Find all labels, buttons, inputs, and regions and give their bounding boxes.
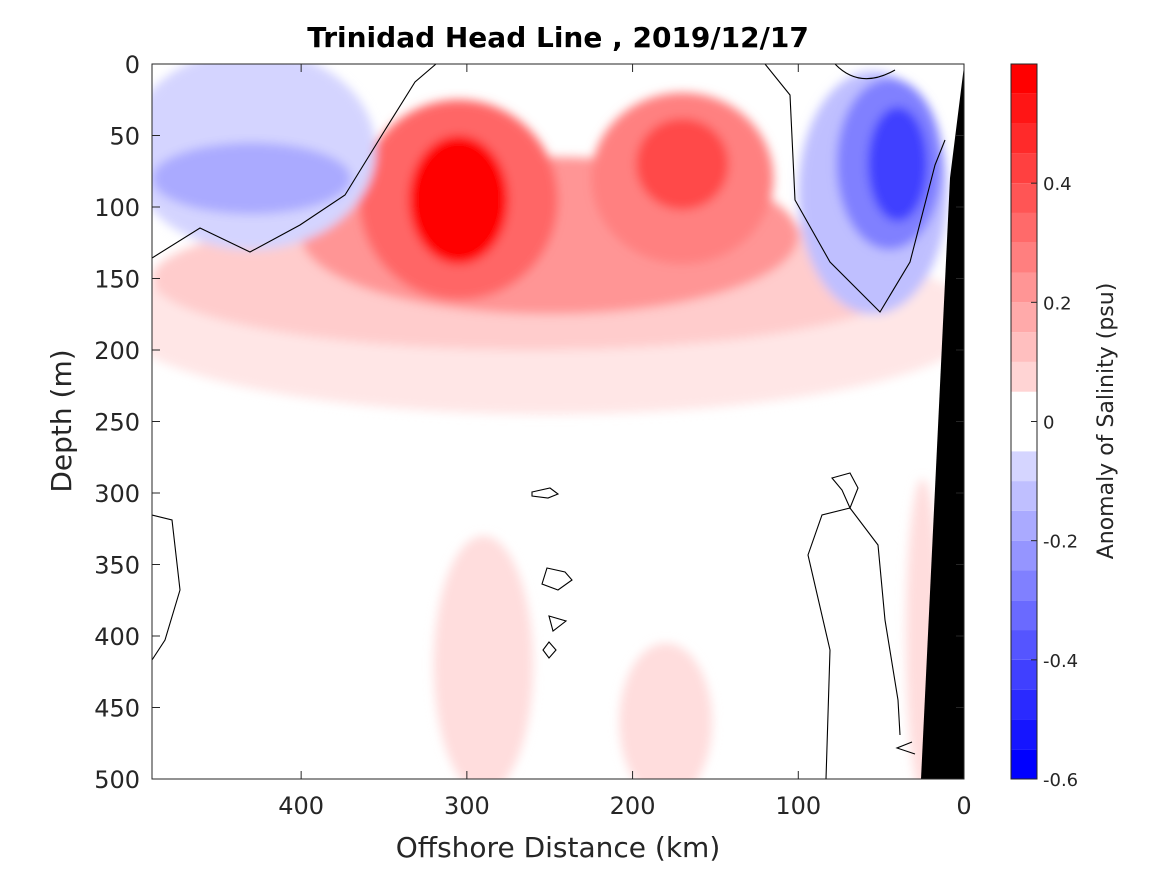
zero-contours [152,64,946,779]
colorbar-swatch [1011,302,1037,333]
colorbar-tick-label: 0 [1043,413,1054,434]
zero-contour-blob-4 [542,641,557,659]
zero-contour-blob-2 [541,567,573,591]
positive-deep-1 [433,535,534,779]
colorbar-swatch [1011,153,1037,184]
y-tick-label: 300 [94,480,140,508]
negative-nearshore-inner [867,106,928,222]
colorbar-swatch [1011,719,1037,750]
y-tick-label: 500 [94,766,140,794]
zero-contour-small-wedge [895,741,916,755]
x-tick-label: 400 [278,792,324,820]
x-axis: 400 300 200 100 0 [278,64,972,820]
y-axis: 0 50 100 150 200 250 300 350 400 450 500 [94,51,964,794]
colorbar-swatch [1011,183,1037,213]
negative-offshore-inner [152,142,351,215]
x-tick-label: 0 [956,792,971,820]
colorbar-swatch [1011,749,1037,779]
x-tick-label: 100 [775,792,821,820]
y-tick-label: 0 [125,51,140,79]
y-tick-label: 450 [94,695,140,723]
y-tick-label: 350 [94,552,140,580]
colorbar-tick-label: -0.2 [1043,532,1078,553]
colorbar-swatch [1011,570,1037,601]
positive-deep-2 [619,643,713,779]
colorbar-swatch [1011,540,1037,571]
colorbar-swatch [1011,510,1037,541]
colorbar-tick-label: -0.6 [1043,770,1078,791]
colorbar-swatch [1011,451,1037,482]
y-tick-label: 400 [94,623,140,651]
colorbar-tick-label: 0.2 [1043,293,1072,314]
colorbar-swatch [1011,93,1037,124]
colorbar: -0.6 -0.4 -0.2 0 0.2 0.4 [1010,63,1078,791]
colorbar-swatch [1011,421,1037,452]
colorbar-swatch [1011,630,1037,660]
positive-west-inner [408,135,509,265]
y-tick-label: 250 [94,409,140,437]
y-tick-label: 150 [94,266,140,294]
y-tick-label: 100 [94,194,140,222]
positive-east-inner [635,118,729,210]
chart-title: Trinidad Head Line , 2019/12/17 [307,21,809,54]
zero-contour-nearshore [764,64,946,313]
colorbar-swatch [1011,212,1037,243]
x-tick-label: 300 [444,792,490,820]
colorbar-swatch [1011,600,1037,631]
colorbar-swatch [1011,332,1037,362]
colorbar-tick-label: 0.4 [1043,174,1072,195]
field-shapes [152,64,964,779]
colorbar-swatch [1011,242,1037,273]
zero-contour-top-loop [834,64,896,80]
colorbar-swatch [1011,481,1037,511]
colorbar-swatch [1011,391,1037,422]
colorbar-swatch [1011,123,1037,154]
colorbar-swatch [1011,659,1037,690]
zero-contour-blob-3 [548,615,568,632]
y-tick-label: 50 [109,123,140,151]
y-axis-label: Depth (m) [45,349,78,492]
salinity-anomaly-field [152,64,964,779]
colorbar-swatch [1011,272,1037,303]
x-tick-label: 200 [610,792,656,820]
zero-contour-nearshore-spike [831,472,859,510]
bathymetry-shelf [921,66,964,779]
colorbar-tick-label: -0.4 [1043,651,1078,672]
y-tick-label: 200 [94,337,140,365]
colorbar-label: Anomaly of Salinity (psu) [1094,283,1119,560]
zero-contour-blob-1 [531,487,560,499]
colorbar-swatch [1011,361,1037,392]
x-axis-label: Offshore Distance (km) [396,831,721,864]
zero-contour-offshore [152,64,437,259]
plot-area [151,63,965,780]
colorbar-swatch [1011,64,1037,94]
zero-contour-west-deep [152,514,181,661]
colorbar-swatch [1011,689,1037,720]
